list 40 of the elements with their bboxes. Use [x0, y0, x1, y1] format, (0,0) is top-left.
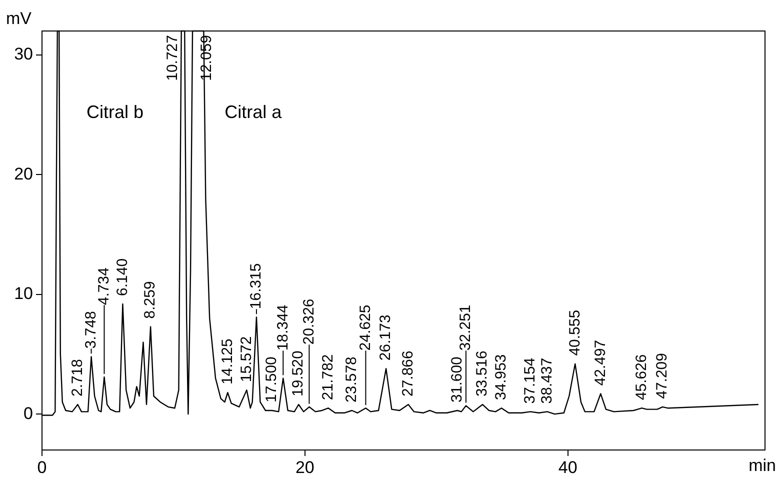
annotation: Citral a: [224, 102, 283, 122]
annotation: 37.154: [522, 358, 539, 404]
y-tick-label: 10: [14, 284, 33, 304]
annotation: 8.259: [142, 281, 159, 319]
annotation: 10.727: [164, 35, 182, 81]
x-axis-title: min: [748, 456, 776, 476]
x-tick-label: 40: [558, 458, 578, 477]
annotation: 3.748: [82, 311, 100, 349]
annotation: 47.209: [654, 353, 671, 399]
y-axis-title: mV: [6, 9, 32, 28]
annotation: Citral b: [86, 102, 144, 122]
x-tick-label: 0: [37, 458, 47, 477]
x-tick-label: 20: [295, 458, 314, 477]
annotation: 31.600: [448, 356, 466, 402]
annotation: 42.497: [592, 340, 609, 386]
annotation: 14.125: [218, 338, 236, 385]
annotation: 19.520: [290, 350, 307, 397]
annotation: 40.555: [566, 310, 584, 356]
annotation: 18.344: [274, 304, 292, 351]
annotation: 27.866: [399, 350, 416, 397]
y-tick-label: 30: [14, 44, 33, 64]
annotation: 23.578: [343, 356, 360, 402]
annotation: 2.718: [68, 358, 86, 397]
annotation: 17.500: [263, 356, 280, 402]
annotation: 32.251: [457, 304, 474, 351]
annotation: 16.315: [248, 263, 265, 310]
annotation: 33.516: [474, 350, 491, 397]
annotation: 24.625: [356, 304, 374, 351]
y-tick-label: 0: [24, 404, 33, 423]
y-tick-label: 20: [14, 164, 33, 184]
annotation: 26.173: [377, 314, 394, 361]
annotation: 20.326: [300, 298, 318, 345]
annotation: 34.953: [492, 354, 510, 400]
annotation: 4.734: [95, 268, 112, 306]
annotation: 6.140: [114, 258, 131, 296]
annotation: 12.059: [198, 35, 216, 81]
annotation: 38.437: [538, 358, 556, 404]
annotation: 15.572: [238, 336, 255, 382]
annotation: 45.626: [632, 354, 650, 400]
annotation: 21.782: [319, 354, 336, 400]
